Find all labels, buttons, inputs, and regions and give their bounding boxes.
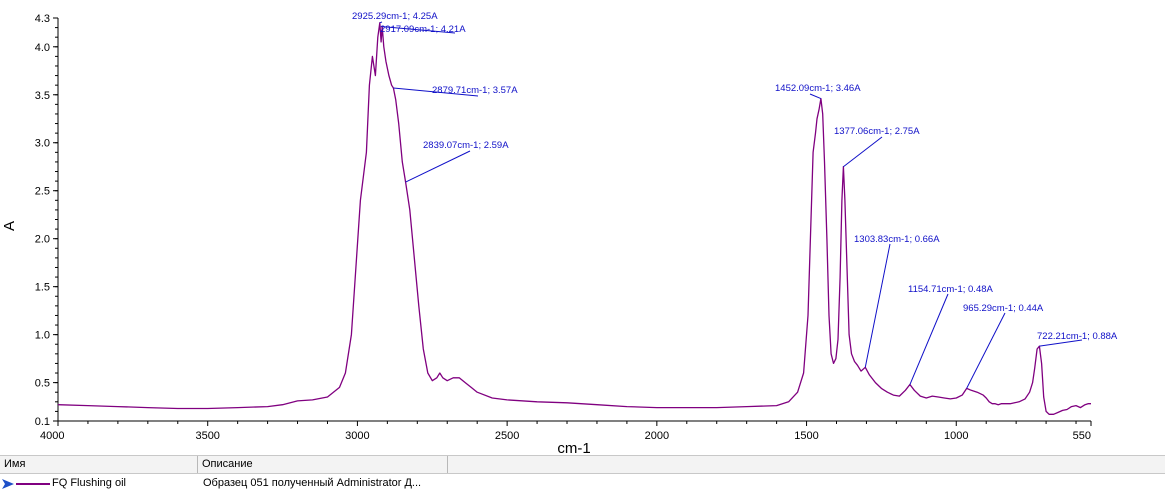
annotation-leader	[1039, 339, 1083, 347]
y-tick-label: 1.5	[35, 282, 50, 294]
annotation-label: 1377.06cm-1; 2.75A	[834, 126, 920, 137]
annotation-label: 2839.07cm-1; 2.59A	[423, 140, 509, 151]
spectrum-chart: 4000 3500 3000 2500 2000 1500 1000 550 0.1 0.5 1.…	[1, 11, 1118, 455]
legend-row[interactable]: FQ Flushing oil Образец 051 полученный A…	[0, 474, 1165, 493]
y-axis-ticks: 0.1 0.5 1.0 1.5 2.0 2.5 3.0 3.5 4.0 4.3	[35, 13, 58, 428]
x-tick-label: 4000	[40, 430, 64, 442]
annotation-label: 2879.71cm-1; 3.57A	[432, 85, 518, 96]
annotation-label: 1154.71cm-1; 0.48A	[908, 284, 994, 295]
y-axis-label: A	[1, 221, 18, 231]
annotation-label: 722.21cm-1; 0.88A	[1037, 331, 1118, 342]
x-tick-label: 1000	[944, 430, 968, 442]
series-description: Образец 051 полученный Administrator Д..…	[203, 477, 422, 489]
annotation-leader	[864, 243, 891, 368]
annotation-label: 2925.29cm-1; 4.25A	[352, 11, 438, 22]
annotation-leader	[393, 87, 479, 97]
series-color-swatch	[16, 483, 50, 485]
annotation-label: 1303.83cm-1; 0.66A	[854, 234, 940, 245]
y-tick-label: 4.0	[35, 42, 50, 54]
series-layer	[57, 22, 1091, 415]
x-tick-label: 550	[1073, 430, 1091, 442]
annotation-leader	[379, 21, 383, 24]
annotation-leader	[909, 293, 949, 385]
y-tick-label: 2.5	[35, 186, 50, 198]
y-tick-label: 3.5	[35, 90, 50, 102]
y-tick-label: 1.0	[35, 330, 50, 342]
x-tick-label: 3500	[195, 430, 219, 442]
y-tick-label: 2.0	[35, 234, 50, 246]
row-pointer-icon	[2, 479, 14, 489]
annotation-leader	[843, 136, 883, 168]
x-axis-ticks: 4000 3500 3000 2500 2000 1500 1000 550	[40, 421, 1092, 442]
y-tick-label: 3.0	[35, 138, 50, 150]
spectrum-line	[57, 22, 1091, 415]
y-tick-label: 4.3	[35, 13, 50, 25]
legend-header: Имя Описание	[0, 455, 1165, 474]
annotation-label: 965.29cm-1; 0.44A	[963, 303, 1044, 314]
x-axis-label: cm-1	[557, 440, 590, 455]
x-tick-label: 2000	[645, 430, 669, 442]
column-header-description[interactable]: Описание	[198, 456, 448, 473]
x-tick-label: 1500	[794, 430, 818, 442]
annotation-leader	[405, 150, 471, 183]
annotation-leader	[382, 26, 456, 34]
annotation-leader	[809, 93, 822, 100]
x-tick-label: 2500	[495, 430, 519, 442]
legend-table: Имя Описание FQ Flushing oil Образец 051…	[0, 455, 1165, 493]
chart-axes	[57, 18, 1091, 422]
y-tick-label: 0.1	[35, 416, 50, 428]
column-header-name[interactable]: Имя	[0, 456, 198, 473]
series-name: FQ Flushing oil	[52, 477, 126, 489]
annotation-leader	[966, 312, 1006, 389]
y-tick-label: 0.5	[35, 378, 50, 390]
x-tick-label: 3000	[345, 430, 369, 442]
peak-annotations: 2925.29cm-1; 4.25A 2917.09cm-1; 4.21A 2879…	[352, 11, 1118, 389]
annotation-label: 1452.09cm-1; 3.46A	[775, 83, 861, 94]
annotation-label: 2917.09cm-1; 4.21A	[380, 24, 466, 35]
